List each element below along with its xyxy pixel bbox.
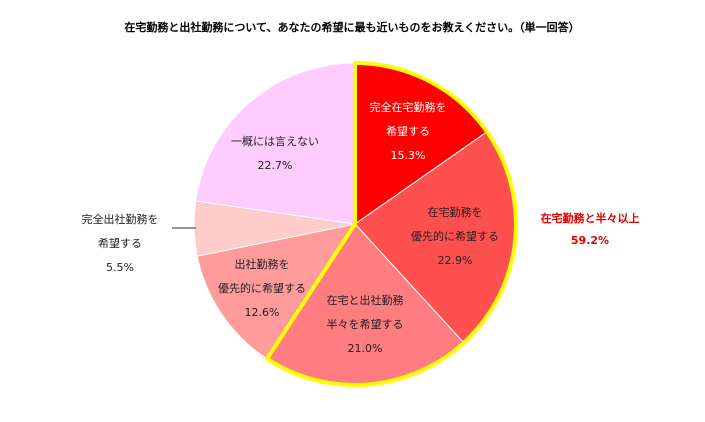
slice-label: 在宅と出社勤務 [327,293,404,307]
pie-slice [196,223,357,360]
pie [193,61,518,387]
slice-label: 完全出社勤務を [82,212,159,226]
slice-value: 15.3% [391,149,426,162]
highlight-label: 在宅勤務と半々以上 [541,211,640,225]
slice-value: 5.5% [106,261,134,274]
slice-label: 優先的に希望する [411,229,499,243]
slice-label: 一概には言えない [231,135,319,148]
pie-slice [195,62,356,225]
slice-label: 希望する [386,124,430,138]
slice-value: 21.0% [348,342,383,355]
slice-label: 出社勤務を [235,257,290,271]
slice-value: 22.7% [258,159,293,172]
slice-value: 22.9% [438,254,473,267]
slice-label: 優先的に希望する [218,281,306,295]
slice-label: 希望する [98,236,142,250]
highlight-outline [265,61,518,387]
slice-label: 完全在宅勤務を [370,100,447,114]
slice-label: 半々を希望する [327,317,404,331]
chart-title: 在宅勤務と出社勤務について、あなたの希望に最も近いものをお教えください。（単一回… [124,20,579,34]
slice-value: 12.6% [245,306,280,319]
slice-label: 在宅勤務を [428,205,483,219]
highlight-value: 59.2% [571,234,609,247]
